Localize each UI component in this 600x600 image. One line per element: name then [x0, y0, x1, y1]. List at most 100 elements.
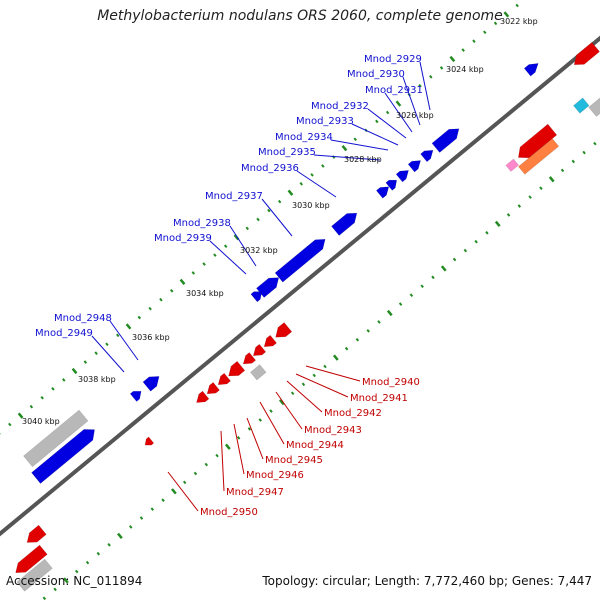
tick-mark	[8, 422, 12, 427]
leader-line	[167, 471, 199, 512]
kbp-label: 3034 kbp	[186, 289, 224, 298]
leader-line	[351, 123, 399, 146]
tick-mark	[290, 391, 295, 396]
position-labels: 3022 kbp 3024 kbp 3026 kbp 3028 kbp 3030 kbp…	[22, 17, 538, 426]
tick-mark	[161, 498, 165, 503]
leader-line	[305, 365, 361, 382]
gene-reverse-bottom-2	[15, 544, 48, 574]
gene-mnod-2945	[217, 372, 231, 386]
leader-line	[209, 240, 247, 275]
gene-mnod-2947	[196, 390, 210, 403]
tick-mark	[299, 182, 303, 186]
tick-mark	[150, 507, 155, 511]
tick-mark	[461, 48, 465, 52]
tick-mark	[202, 262, 206, 266]
tick-mark	[494, 220, 501, 227]
tick-mark	[191, 271, 196, 275]
gene-label-mnod-2936: Mnod_2936	[241, 163, 299, 174]
tick-mark	[53, 587, 57, 592]
tick-mark	[344, 346, 349, 351]
leader-line	[220, 430, 225, 492]
tick-mark	[355, 337, 360, 342]
leader-line	[296, 170, 337, 198]
tick-mark	[395, 100, 402, 107]
tick-mark	[515, 3, 519, 8]
tick-mark	[593, 141, 597, 146]
tick-mark	[503, 11, 510, 18]
gene-gray-lower	[23, 409, 89, 468]
kbp-label: 3032 kbp	[240, 246, 278, 255]
tick-mark	[159, 297, 163, 302]
kbp-label: 3036 kbp	[132, 333, 170, 342]
tick-mark	[278, 399, 285, 406]
gene-label-mnod-2946: Mnod_2946	[246, 470, 304, 481]
tick-mark	[548, 176, 555, 183]
tick-mark	[85, 560, 90, 565]
tick-mark	[139, 516, 144, 520]
tick-mark	[528, 195, 532, 199]
gene-mnod-2933	[395, 170, 409, 183]
kbp-label: 3038 kbp	[78, 375, 116, 384]
tick-mark	[398, 302, 403, 306]
tick-mark	[463, 248, 468, 253]
leader-line	[261, 198, 293, 237]
gene-mnod-2943	[242, 352, 257, 365]
gene-mnod-2938	[255, 277, 280, 298]
tick-mark	[29, 404, 34, 409]
tick-mark	[472, 39, 476, 43]
leader-line	[286, 380, 323, 413]
tick-mark	[75, 569, 79, 574]
gene-cyan-right	[573, 97, 590, 114]
gene-label-mnod-2939: Mnod_2939	[154, 233, 212, 244]
gene-label-mnod-2934: Mnod_2934	[275, 132, 333, 143]
gene-label-mnod-2941: Mnod_2941	[350, 393, 408, 404]
gene-mnod-2946	[206, 381, 220, 395]
gene-label-mnod-2943: Mnod_2943	[304, 425, 362, 436]
gene-label-mnod-2933: Mnod_2933	[296, 116, 354, 127]
gene-label-mnod-2931: Mnod_2931	[365, 85, 423, 96]
gene-label-mnod-2950: Mnod_2950	[200, 507, 258, 518]
tick-mark	[287, 189, 294, 196]
tick-mark	[571, 159, 576, 164]
gene-mnod-2950	[144, 436, 155, 446]
gene-pink-right	[505, 158, 520, 172]
tick-mark	[321, 164, 325, 168]
tick-mark	[277, 199, 282, 204]
tick-mark	[452, 257, 457, 262]
tick-mark	[517, 204, 522, 208]
tick-mark	[193, 471, 198, 476]
tick-mark	[128, 525, 133, 529]
tick-mark	[310, 173, 314, 177]
tick-mark	[560, 168, 565, 173]
tick-mark	[429, 75, 433, 79]
kbp-label: 3024 kbp	[446, 65, 484, 74]
tick-mark	[323, 364, 327, 369]
tick-mark	[420, 284, 424, 289]
gene-mnod-2935	[375, 186, 390, 199]
kbp-label: 3030 kbp	[292, 201, 330, 210]
gene-labels: Mnod_2929 Mnod_2930 Mnod_2931 Mnod_2932 Mnod…	[35, 54, 423, 518]
gene-label-mnod-2942: Mnod_2942	[324, 408, 382, 419]
tick-mark	[223, 244, 228, 249]
tick-mark	[83, 360, 88, 364]
leader-line	[330, 139, 389, 151]
gene-label-mnod-2948: Mnod_2948	[54, 313, 112, 324]
tick-mark	[366, 329, 370, 333]
tick-mark	[375, 119, 379, 124]
tick-mark	[96, 551, 101, 556]
tick-mark	[215, 453, 219, 458]
tick-mark	[116, 333, 120, 338]
gene-label-mnod-2945: Mnod_2945	[265, 455, 323, 466]
leader-line	[295, 373, 349, 398]
tick-mark	[224, 443, 231, 450]
tick-mark	[62, 378, 66, 382]
tick-mark	[269, 409, 273, 413]
map-title: Methylobacterium nodulans ORS 2060, comp…	[97, 8, 503, 24]
genome-backbone	[0, 35, 600, 537]
tick-mark	[312, 373, 316, 378]
leader-line	[246, 417, 264, 460]
leader-line	[233, 423, 245, 475]
tick-mark	[71, 367, 78, 375]
